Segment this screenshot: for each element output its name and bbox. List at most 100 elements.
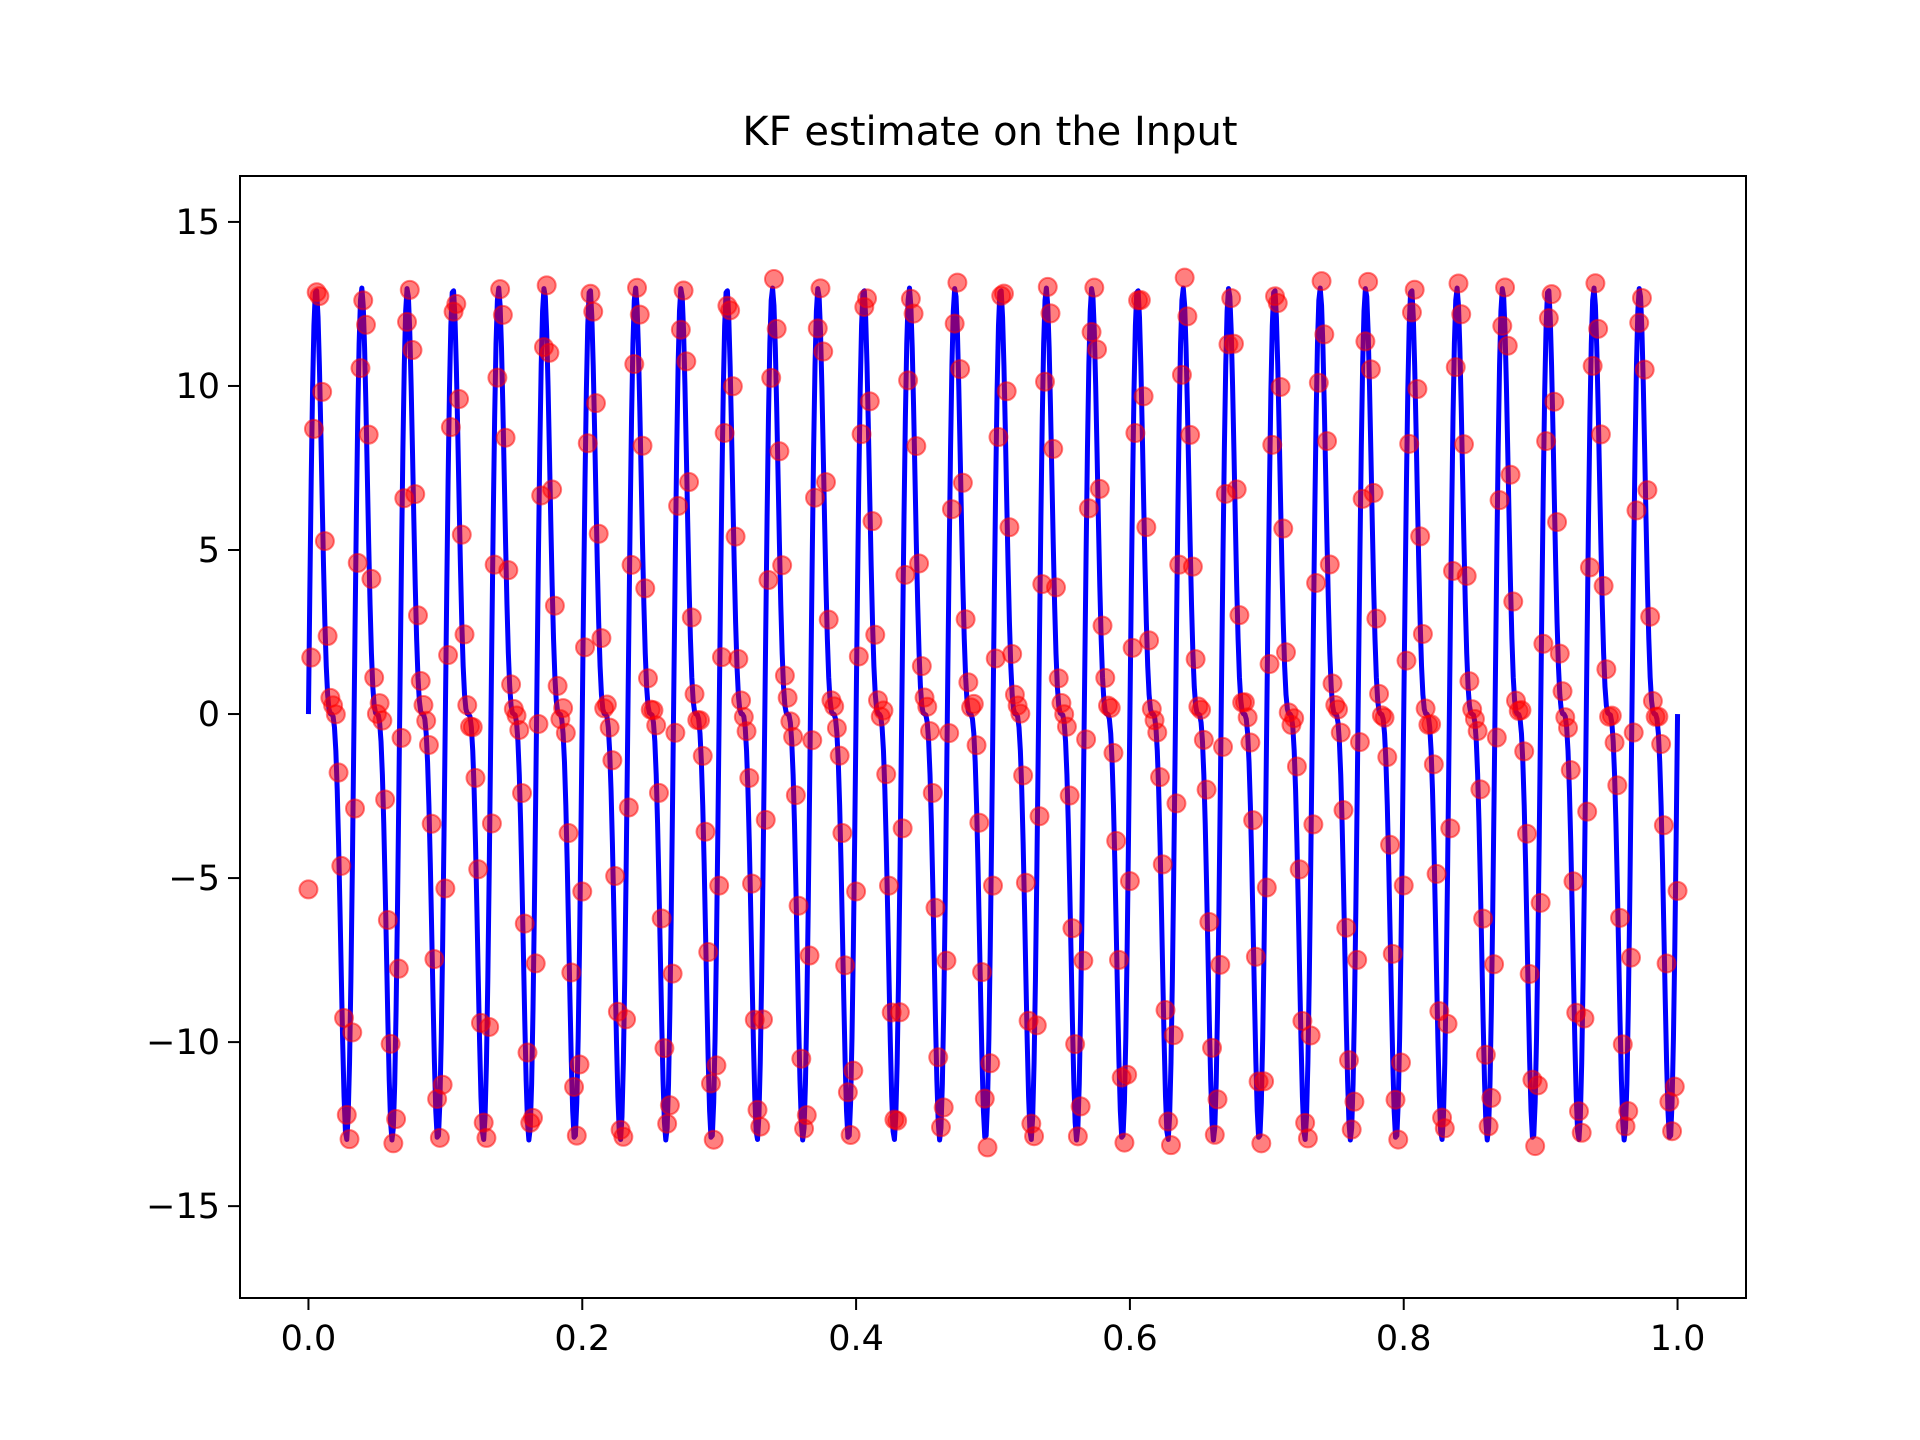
scatter-point bbox=[1213, 736, 1234, 757]
scatter-point bbox=[613, 1126, 634, 1147]
scatter-point bbox=[1067, 1126, 1088, 1147]
scatter-point bbox=[670, 319, 691, 340]
scatter-point bbox=[1330, 722, 1351, 743]
scatter-point bbox=[873, 700, 894, 721]
scatter-point bbox=[1223, 333, 1244, 354]
scatter-point bbox=[983, 875, 1003, 896]
scatter-point bbox=[1470, 779, 1491, 800]
scatter-point bbox=[892, 818, 913, 839]
scatter-point bbox=[824, 696, 845, 717]
scatter-point bbox=[1171, 364, 1192, 385]
scatter-point bbox=[514, 913, 535, 934]
scatter-point bbox=[799, 945, 820, 966]
scatter-point bbox=[1582, 355, 1603, 376]
scatter-point bbox=[1229, 605, 1250, 626]
scatter-point bbox=[528, 713, 549, 734]
scatter-point bbox=[646, 715, 667, 736]
scatter-point bbox=[785, 785, 806, 806]
scatter-point bbox=[364, 667, 385, 688]
scatter-point bbox=[1497, 335, 1518, 356]
scatter-point bbox=[922, 782, 943, 803]
scatter-point bbox=[1399, 433, 1420, 454]
scatter-point bbox=[763, 269, 784, 290]
scatter-point bbox=[1314, 324, 1335, 345]
scatter-point bbox=[596, 694, 617, 715]
scatter-point bbox=[1577, 801, 1598, 822]
scatter-point bbox=[498, 560, 519, 581]
scatter-point bbox=[618, 797, 639, 818]
scatter-point bbox=[1243, 810, 1264, 831]
scatter-point bbox=[939, 723, 960, 744]
scatter-point bbox=[1254, 1071, 1275, 1092]
scatter-point bbox=[331, 855, 352, 876]
scatter-point bbox=[1481, 1087, 1502, 1108]
scatter-point bbox=[1152, 854, 1173, 875]
scatter-point bbox=[627, 277, 648, 298]
scatter-point bbox=[542, 479, 563, 500]
scatter-point bbox=[1311, 271, 1332, 292]
scatter-point bbox=[424, 949, 445, 970]
scatter-point bbox=[438, 645, 459, 666]
scatter-point bbox=[917, 696, 938, 717]
scatter-point bbox=[517, 1042, 538, 1063]
scatter-point bbox=[947, 272, 968, 293]
scatter-point bbox=[577, 433, 598, 454]
scatter-point bbox=[317, 626, 338, 647]
scatter-point bbox=[772, 555, 793, 576]
scatter-point bbox=[1125, 423, 1146, 443]
scatter-point bbox=[1147, 722, 1168, 743]
scatter-point bbox=[536, 275, 557, 296]
scatter-point bbox=[1434, 1118, 1455, 1139]
scatter-point bbox=[1081, 322, 1102, 343]
scatter-point bbox=[1544, 391, 1565, 412]
scatter-point bbox=[355, 314, 376, 335]
scatter-point bbox=[1270, 376, 1291, 397]
scatter-point bbox=[1547, 512, 1568, 533]
scatter-point bbox=[1456, 565, 1477, 586]
scatter-point bbox=[706, 1055, 727, 1076]
scatter-point bbox=[673, 280, 694, 301]
y-axis: −15 −10 −5 0 5 10 15 bbox=[146, 203, 240, 1227]
scatter-point bbox=[1500, 464, 1521, 485]
scatter-point bbox=[1226, 479, 1247, 500]
scatter-point bbox=[1374, 707, 1395, 728]
x-tick-label: 1.0 bbox=[1650, 1319, 1706, 1359]
scatter-point bbox=[999, 517, 1020, 538]
scatter-point bbox=[380, 1033, 401, 1054]
scatter-point bbox=[1492, 315, 1513, 336]
scatter-point bbox=[1037, 276, 1058, 297]
scatter-point bbox=[1495, 277, 1516, 298]
scatter-point bbox=[1618, 1101, 1639, 1122]
scatter-point bbox=[1108, 949, 1129, 970]
scatter-point bbox=[966, 735, 987, 756]
scatter-point bbox=[1139, 630, 1160, 651]
scatter-point bbox=[1196, 779, 1217, 800]
scatter-point bbox=[1166, 793, 1187, 814]
scatter-point bbox=[788, 895, 809, 916]
scatter-point bbox=[416, 710, 437, 731]
scatter-point bbox=[1530, 892, 1551, 913]
scatter-point bbox=[462, 717, 483, 738]
scatter-point bbox=[1193, 729, 1214, 750]
scatter-point bbox=[391, 727, 412, 748]
scatter-point bbox=[1401, 302, 1422, 323]
scatter-point bbox=[1150, 767, 1171, 788]
scatter-point bbox=[755, 809, 776, 830]
scatter-point bbox=[298, 879, 319, 900]
scatter-point bbox=[747, 1099, 768, 1120]
scatter-point bbox=[1160, 1135, 1181, 1156]
scatter-point bbox=[602, 750, 623, 771]
scatter-point bbox=[377, 910, 398, 931]
scatter-point bbox=[605, 866, 626, 887]
scatter-point bbox=[665, 722, 686, 743]
scatter-point bbox=[695, 821, 716, 842]
scatter-point bbox=[952, 472, 973, 493]
scatter-point bbox=[624, 354, 645, 375]
scatter-point bbox=[575, 637, 596, 658]
scatter-point bbox=[1297, 1128, 1318, 1149]
scatter-point bbox=[985, 648, 1006, 669]
scatter-point bbox=[1631, 288, 1652, 308]
scatter-point bbox=[887, 1110, 908, 1131]
plot-area bbox=[298, 267, 1688, 1158]
scatter-point bbox=[454, 624, 475, 645]
